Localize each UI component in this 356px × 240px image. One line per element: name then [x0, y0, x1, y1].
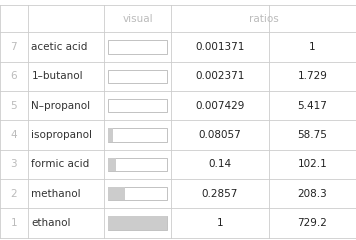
- Text: 729.2: 729.2: [298, 218, 327, 228]
- Text: 58.75: 58.75: [298, 130, 327, 140]
- Text: 0.007429: 0.007429: [195, 101, 245, 111]
- Bar: [108, 158, 167, 171]
- Text: 4: 4: [11, 130, 17, 140]
- Text: visual: visual: [122, 14, 153, 24]
- Bar: [108, 128, 112, 142]
- Text: isopropanol: isopropanol: [31, 130, 92, 140]
- Text: 0.001371: 0.001371: [195, 42, 245, 52]
- Bar: [108, 158, 116, 171]
- Text: 1: 1: [11, 218, 17, 228]
- Text: 1: 1: [216, 218, 223, 228]
- Text: 3: 3: [11, 159, 17, 169]
- Text: 208.3: 208.3: [298, 189, 327, 199]
- Text: 1.729: 1.729: [298, 71, 327, 81]
- Bar: [108, 216, 167, 229]
- Text: formic acid: formic acid: [31, 159, 90, 169]
- Bar: [108, 41, 167, 54]
- Bar: [108, 187, 125, 200]
- Bar: [108, 128, 167, 142]
- Text: methanol: methanol: [31, 189, 81, 199]
- Text: 5: 5: [11, 101, 17, 111]
- Text: 1: 1: [309, 42, 316, 52]
- Text: 0.08057: 0.08057: [198, 130, 241, 140]
- Text: 6: 6: [11, 71, 17, 81]
- Bar: [108, 216, 167, 229]
- Bar: [108, 70, 167, 83]
- Text: 0.14: 0.14: [208, 159, 231, 169]
- Text: 0.002371: 0.002371: [195, 71, 245, 81]
- Bar: [108, 187, 167, 200]
- Text: ethanol: ethanol: [31, 218, 71, 228]
- Text: 1–butanol: 1–butanol: [31, 71, 83, 81]
- Text: 2: 2: [11, 189, 17, 199]
- Text: acetic acid: acetic acid: [31, 42, 88, 52]
- Text: 0.2857: 0.2857: [201, 189, 238, 199]
- Text: 5.417: 5.417: [298, 101, 327, 111]
- Text: 102.1: 102.1: [298, 159, 327, 169]
- Bar: [108, 99, 167, 112]
- Text: ratios: ratios: [248, 14, 278, 24]
- Text: N–propanol: N–propanol: [31, 101, 90, 111]
- Text: 7: 7: [11, 42, 17, 52]
